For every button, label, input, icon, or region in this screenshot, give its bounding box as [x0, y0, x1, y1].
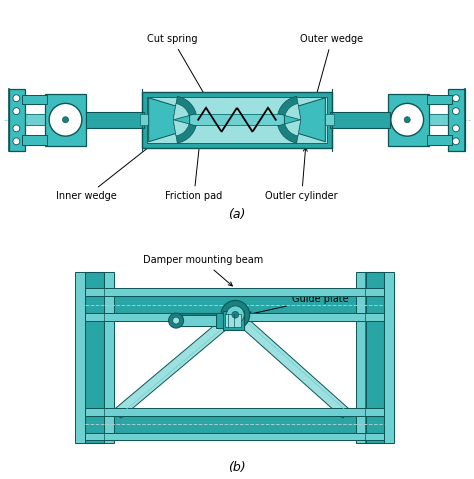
Text: Damper mounting beam: Damper mounting beam — [143, 255, 263, 286]
Bar — [147, 97, 327, 143]
Bar — [75, 272, 85, 443]
Bar — [365, 272, 384, 443]
Bar — [85, 288, 384, 296]
Wedge shape — [173, 120, 189, 136]
Polygon shape — [232, 311, 350, 418]
Text: Inner wedge: Inner wedge — [56, 143, 154, 202]
Text: (b): (b) — [228, 461, 246, 474]
Bar — [86, 112, 145, 127]
Bar — [85, 313, 384, 320]
Wedge shape — [173, 120, 196, 143]
Wedge shape — [173, 96, 196, 120]
Circle shape — [404, 117, 410, 123]
Circle shape — [453, 95, 459, 102]
Circle shape — [169, 313, 183, 328]
Bar — [179, 315, 217, 326]
Bar — [9, 114, 465, 125]
Circle shape — [49, 103, 82, 136]
Circle shape — [13, 108, 20, 114]
Text: Cut spring: Cut spring — [147, 34, 209, 103]
Wedge shape — [285, 103, 301, 120]
Circle shape — [13, 95, 20, 102]
Text: Outer wedge: Outer wedge — [300, 34, 364, 98]
Bar — [85, 433, 384, 440]
Circle shape — [63, 117, 69, 123]
Bar — [21, 95, 47, 104]
Wedge shape — [278, 120, 301, 143]
Circle shape — [453, 138, 459, 145]
Text: Friction pad: Friction pad — [165, 140, 222, 202]
Circle shape — [232, 311, 239, 318]
Bar — [45, 94, 86, 146]
Bar — [103, 272, 114, 443]
Bar — [384, 272, 394, 443]
Bar — [225, 314, 241, 328]
Text: Outler cylinder: Outler cylinder — [265, 148, 338, 202]
Bar — [216, 313, 223, 328]
Circle shape — [227, 306, 244, 324]
Wedge shape — [278, 96, 301, 120]
Wedge shape — [173, 103, 189, 120]
Bar — [427, 95, 453, 104]
Bar — [448, 89, 465, 151]
Bar — [329, 112, 390, 127]
Polygon shape — [149, 98, 190, 142]
Bar — [142, 92, 332, 148]
Bar — [427, 135, 453, 145]
Circle shape — [391, 103, 424, 136]
Circle shape — [173, 317, 180, 324]
Bar — [140, 114, 334, 125]
Bar — [85, 416, 384, 433]
Circle shape — [221, 300, 250, 329]
Polygon shape — [114, 310, 239, 418]
Bar — [21, 135, 47, 145]
Polygon shape — [284, 98, 325, 142]
Circle shape — [453, 125, 459, 132]
Bar — [85, 408, 384, 416]
Bar — [9, 89, 25, 151]
Wedge shape — [285, 120, 301, 136]
Circle shape — [13, 138, 20, 145]
Bar — [223, 311, 244, 330]
Bar — [172, 313, 244, 326]
Bar — [388, 94, 429, 146]
Text: (a): (a) — [228, 208, 246, 221]
Bar — [85, 296, 384, 313]
Bar — [356, 272, 366, 443]
Bar — [85, 272, 103, 443]
Circle shape — [453, 108, 459, 114]
Circle shape — [13, 125, 20, 132]
Text: Guide plate: Guide plate — [247, 294, 348, 316]
